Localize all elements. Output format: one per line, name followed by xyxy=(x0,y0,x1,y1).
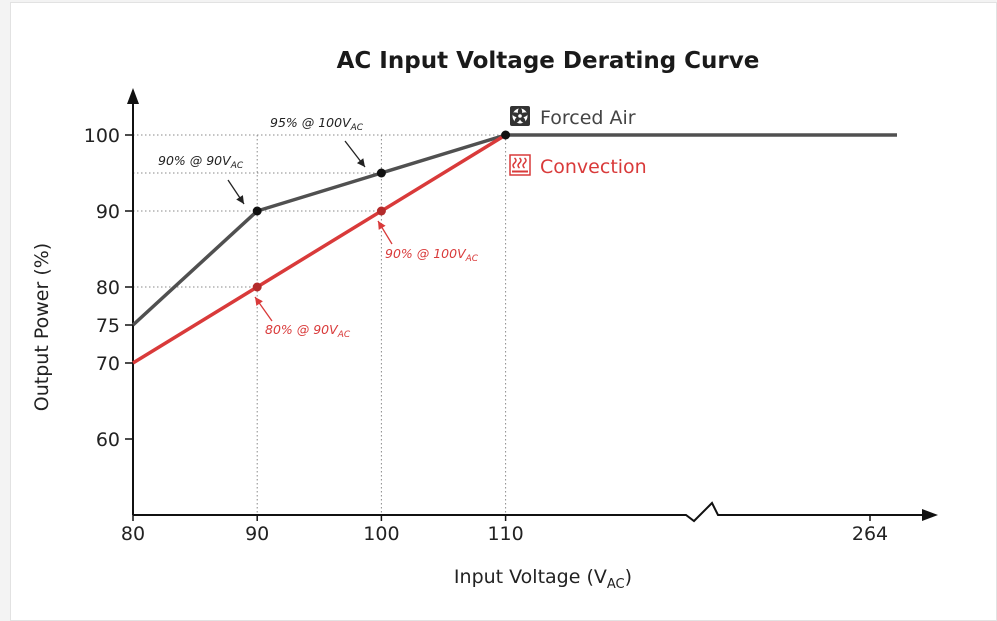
chart-card xyxy=(10,2,997,621)
x-tick-label: 90 xyxy=(245,523,269,545)
y-tick-label: 60 xyxy=(96,429,120,451)
convection-icon-wave xyxy=(522,157,527,169)
annotation-label: 90% @ 100VAC xyxy=(385,246,479,264)
y-tick-label: 100 xyxy=(84,125,120,147)
fan-icon-blade xyxy=(519,112,528,118)
y-tick-label: 70 xyxy=(96,353,120,375)
annotation-label: 80% @ 90VAC xyxy=(265,322,351,340)
convection-heat-icon xyxy=(509,154,531,176)
x-axis-line xyxy=(133,501,925,523)
chart-title: AC Input Voltage Derating Curve xyxy=(337,48,760,74)
convection-icon-wave xyxy=(512,157,517,169)
convection-icon-wave xyxy=(517,157,522,169)
x-tick-label: 264 xyxy=(852,523,888,545)
annotation-arrowhead xyxy=(236,195,244,204)
y-tick-label: 90 xyxy=(96,201,120,223)
x-tick-label: 110 xyxy=(487,523,523,545)
y-axis-label: Output Power (%) xyxy=(31,243,53,411)
annotation-arrowhead xyxy=(356,158,365,167)
annotation-arrowhead xyxy=(255,297,263,306)
y-tick-label: 80 xyxy=(96,277,120,299)
data-point xyxy=(376,206,386,216)
fan-icon xyxy=(510,106,530,126)
y-tick-label: 75 xyxy=(96,315,120,337)
data-point xyxy=(501,130,511,140)
x-tick-label: 100 xyxy=(363,523,399,545)
series-line-convection xyxy=(132,133,507,365)
convection-icon-box xyxy=(509,154,531,176)
x-tick-label: 80 xyxy=(121,523,145,545)
data-point xyxy=(376,168,386,178)
annotation-arrowhead xyxy=(378,221,386,230)
data-point xyxy=(252,206,262,216)
legend-label-forced-air: Forced Air xyxy=(540,107,636,129)
fan-icon-hub xyxy=(518,114,522,118)
y-axis-arrow xyxy=(127,88,139,104)
x-axis-label: Input Voltage (VAC) xyxy=(454,566,632,592)
annotation-label: 90% @ 90VAC xyxy=(158,153,244,171)
legend-label-convection: Convection xyxy=(540,156,647,178)
annotation-label: 95% @ 100VAC xyxy=(270,115,364,133)
x-axis-arrow xyxy=(922,509,938,521)
data-point xyxy=(252,282,262,292)
fan-icon-blade xyxy=(512,112,521,118)
